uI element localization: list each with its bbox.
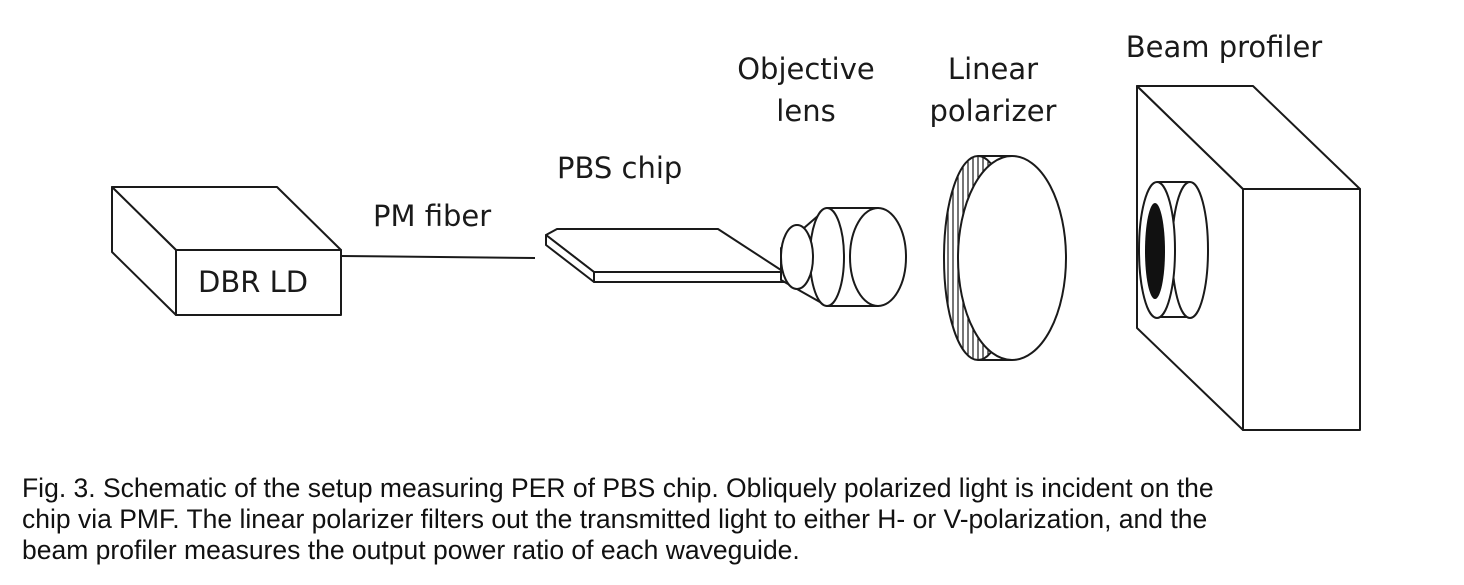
linear-polarizer: [943, 155, 1067, 361]
label-objective-line1: Objective: [737, 52, 875, 86]
caption-line-3: beam profiler measures the output power …: [22, 535, 800, 565]
caption-line-1: Fig. 3. Schematic of the setup measuring…: [22, 473, 1214, 503]
beam-profiler: [1136, 85, 1361, 431]
label-polarizer-line2: polarizer: [930, 94, 1057, 128]
pbs-chip: [545, 228, 785, 283]
dbr-ld-box: [111, 186, 342, 316]
setup-schematic: DBR LD PM fiber PBS chip Objective lens …: [111, 30, 1361, 431]
figure-caption: Fig. 3. Schematic of the setup measuring…: [22, 473, 1452, 566]
caption-line-2: chip via PMF. The linear polarizer filte…: [22, 504, 1208, 534]
label-objective-line2: lens: [776, 94, 835, 128]
label-pbs-chip: PBS chip: [557, 151, 682, 185]
label-pm-fiber: PM fiber: [373, 199, 491, 233]
label-dbr-ld: DBR LD: [198, 265, 308, 299]
label-polarizer-line1: Linear: [948, 52, 1038, 86]
pm-fiber-line: [340, 255, 536, 259]
profiler-aperture: [1145, 203, 1165, 299]
objective-lens: [780, 207, 907, 307]
label-beam-profiler: Beam profiler: [1126, 30, 1323, 64]
